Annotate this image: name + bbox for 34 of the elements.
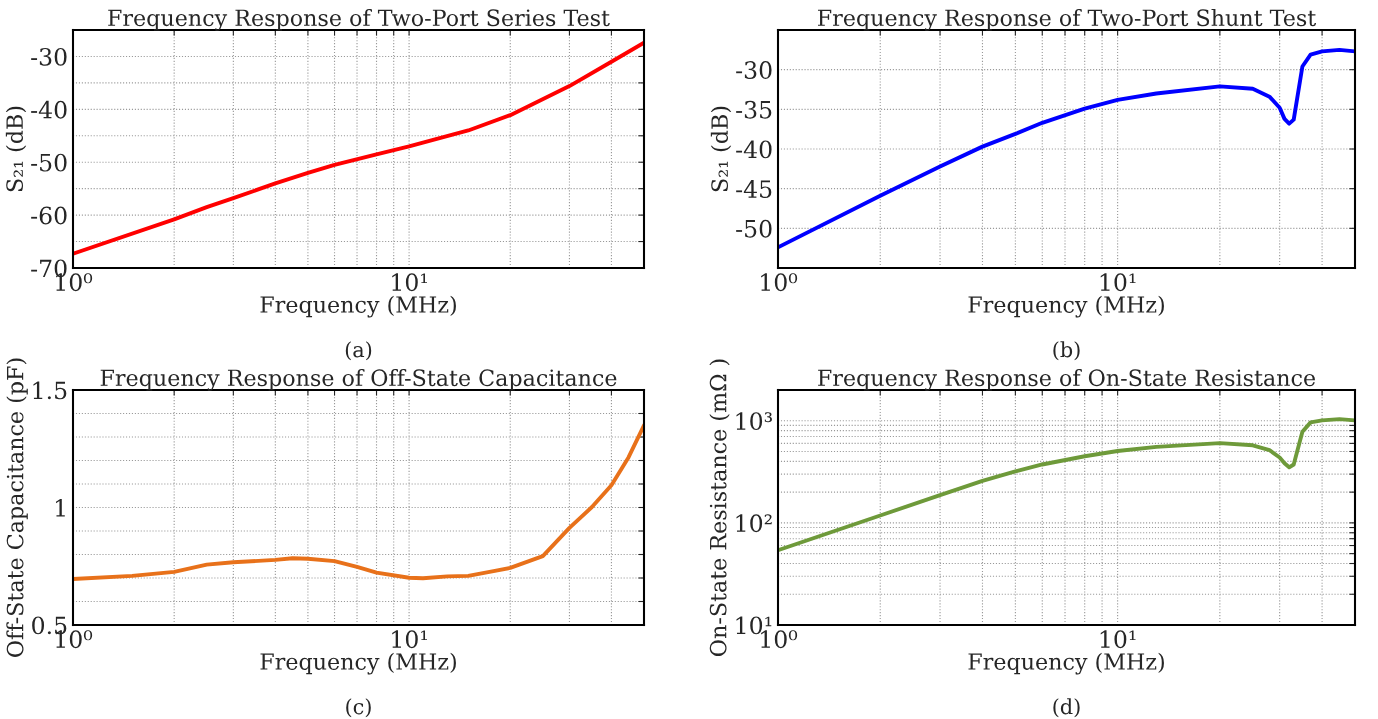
y-tick-label: -30 bbox=[31, 47, 67, 66]
text: (d) bbox=[1053, 698, 1080, 718]
y-axis-title: Off-State Capacitance (pF) bbox=[6, 358, 28, 657]
text: (a) bbox=[345, 341, 372, 361]
y-axis-title: S₂₁ (dB) bbox=[5, 106, 27, 192]
y-tick-label: -50 bbox=[31, 153, 67, 172]
chart-title: Frequency Response of Off-State Capacitance bbox=[100, 368, 617, 391]
x-tick-label: 10¹ bbox=[1100, 273, 1136, 292]
y-axis-title: On-State Resistance (mΩ ) bbox=[709, 359, 730, 656]
y-tick-label: -40 bbox=[736, 140, 772, 159]
x-tick-label: 10⁰ bbox=[761, 273, 798, 292]
x-tick-label: 10¹ bbox=[1100, 630, 1136, 649]
x-axis-title: Frequency (MHz) bbox=[968, 652, 1164, 675]
chart-title: Frequency Response of On-State Resistance bbox=[818, 368, 1315, 391]
y-tick-label: -30 bbox=[736, 61, 772, 79]
x-axis-title: Frequency (MHz) bbox=[260, 295, 456, 318]
x-axis-title: Frequency (MHz) bbox=[968, 295, 1164, 318]
y-axis-title: S₂₁ (dB) bbox=[710, 106, 732, 192]
x-axis-title: Frequency (MHz) bbox=[260, 652, 456, 675]
x-tick-label: 10¹ bbox=[392, 273, 428, 292]
y-tick-label: 10² bbox=[736, 514, 772, 533]
y-tick-label: -60 bbox=[31, 206, 67, 225]
y-tick-label: 1 bbox=[56, 498, 65, 517]
y-tick-label: -50 bbox=[736, 219, 772, 238]
y-tick-label: 10³ bbox=[736, 412, 772, 431]
x-tick-label: 10¹ bbox=[392, 630, 428, 649]
chart-title: Frequency Response of Two-Port Shunt Test bbox=[817, 8, 1317, 31]
y-tick-label: 1.5 bbox=[33, 381, 67, 400]
text: (c) bbox=[346, 698, 371, 718]
chart-title: Frequency Response of Two-Port Series Test bbox=[108, 8, 610, 31]
text: (b) bbox=[1053, 341, 1080, 361]
y-tick-label: -35 bbox=[736, 100, 772, 119]
y-tick-label: -40 bbox=[31, 100, 67, 119]
y-tick-label: -45 bbox=[736, 180, 772, 198]
